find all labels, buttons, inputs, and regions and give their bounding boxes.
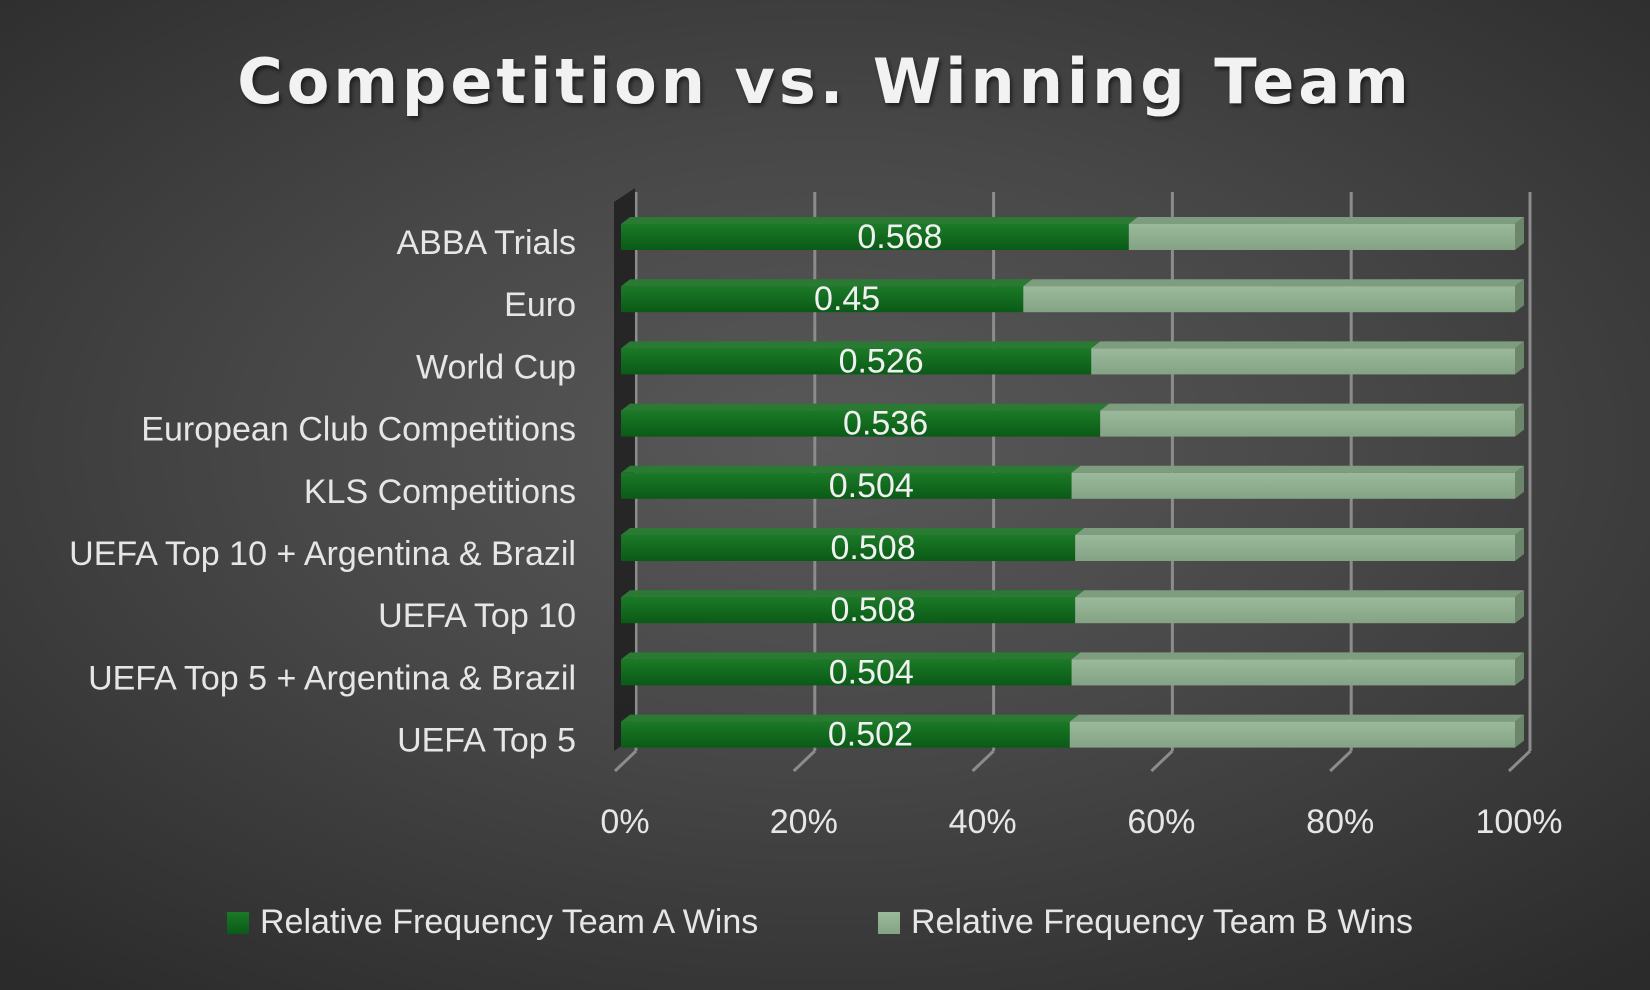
legend-swatch-series-1 [878,912,900,934]
x-tick-label: 60% [1127,803,1195,841]
bar-team-a [621,224,1129,250]
legend-label-series-1: Relative Frequency Team B Wins [911,903,1413,941]
category-label: UEFA Top 5 [397,722,576,760]
x-tick-label: 40% [949,803,1017,841]
bar-team-a [621,721,1070,748]
gridline-floor [613,749,638,773]
bar-end-cap [1515,341,1524,375]
category-label: UEFA Top 5 + Argentina & Brazil [88,659,576,697]
category-label: ABBA Trials [396,224,576,262]
x-tick-label: 20% [770,803,838,841]
legend-label-series-0: Relative Frequency Team A Wins [260,903,758,941]
bar-team-a [621,348,1092,375]
bar-end-cap [1515,217,1524,250]
bar-end-cap [1515,465,1524,499]
bar-end-cap [1515,403,1524,437]
bar-team-a [621,659,1072,686]
bar-top-team-a [621,341,1101,349]
bar-team-b [1069,721,1515,748]
data-label: 0.536 [843,405,928,443]
bar-top-team-b [1091,341,1524,349]
bar-top-team-b [1071,652,1524,660]
gridline-floor [792,749,816,773]
bar-team-b [1071,472,1515,499]
bar-top-team-b [1128,217,1524,224]
bar-top-team-b [1069,714,1524,722]
bar-top-team-a [621,279,1033,287]
category-label: World Cup [416,348,576,386]
bar-team-b [1075,597,1515,624]
gridline-floor [1150,749,1174,773]
bar-end-cap [1515,528,1524,561]
bar-team-b [1128,224,1515,250]
data-label: 0.504 [829,653,914,691]
x-tick-label: 100% [1476,803,1563,841]
bar-top-team-a [621,590,1085,598]
bar-top-team-b [1075,590,1524,598]
bar-team-b [1091,348,1515,375]
x-tick-label: 0% [600,803,649,841]
bars [621,217,1524,748]
bar-top-team-a [621,714,1079,722]
bar-team-b [1075,535,1515,561]
bar-top-team-b [1100,403,1524,411]
legend: Relative Frequency Team A Wins Relative F… [227,903,1413,941]
category-label: European Club Competitions [141,411,576,449]
bar-end-cap [1515,714,1524,748]
bar-team-a [621,597,1076,624]
bar-top-team-a [621,465,1081,473]
data-label: 0.502 [828,716,913,754]
gridline-floor [1329,749,1353,773]
data-label: 0.504 [829,467,914,505]
data-label: 0.526 [839,342,924,380]
bar-team-a [621,472,1072,499]
category-labels: ABBA Trials Euro World Cup European Club Co… [69,224,576,760]
bar-team-a [621,410,1101,437]
bar-top-team-a [621,403,1110,411]
bar-end-cap [1515,652,1524,686]
bar-team-a [621,286,1024,313]
data-label: 0.508 [831,529,916,567]
bar-team-a [621,535,1076,561]
x-axis-tick-labels: 0% 20% 40% 60% 80% 100% [600,803,1562,841]
bar-top-team-b [1075,528,1524,535]
data-label: 0.508 [831,591,916,629]
category-label: UEFA Top 10 [378,597,576,635]
bar-top-team-b [1023,279,1524,287]
bar-end-cap [1515,590,1524,624]
data-labels: 0.568 0.45 0.526 0.536 0.504 0.508 0.508 0.504 0… [814,218,942,754]
bar-top-team-a [621,652,1081,660]
bar-team-b [1023,286,1515,313]
category-label: UEFA Top 10 + Argentina & Brazil [69,535,576,573]
gridline-floor [1507,749,1532,773]
category-label: KLS Competitions [304,473,576,511]
bar-team-b [1071,659,1515,686]
bar-top-team-a [621,217,1138,224]
category-label: Euro [504,286,576,324]
data-label: 0.568 [857,218,942,256]
x-tick-label: 80% [1306,803,1374,841]
bar-team-b [1100,410,1515,437]
data-label: 0.45 [814,280,880,318]
legend-swatch-series-0 [227,912,249,934]
bar-end-cap [1515,279,1524,313]
gridline-floor [971,749,995,773]
chart-title: Competition vs. Winning Team [237,45,1413,118]
bar-top-team-a [621,528,1085,535]
bar-top-team-b [1071,465,1524,473]
